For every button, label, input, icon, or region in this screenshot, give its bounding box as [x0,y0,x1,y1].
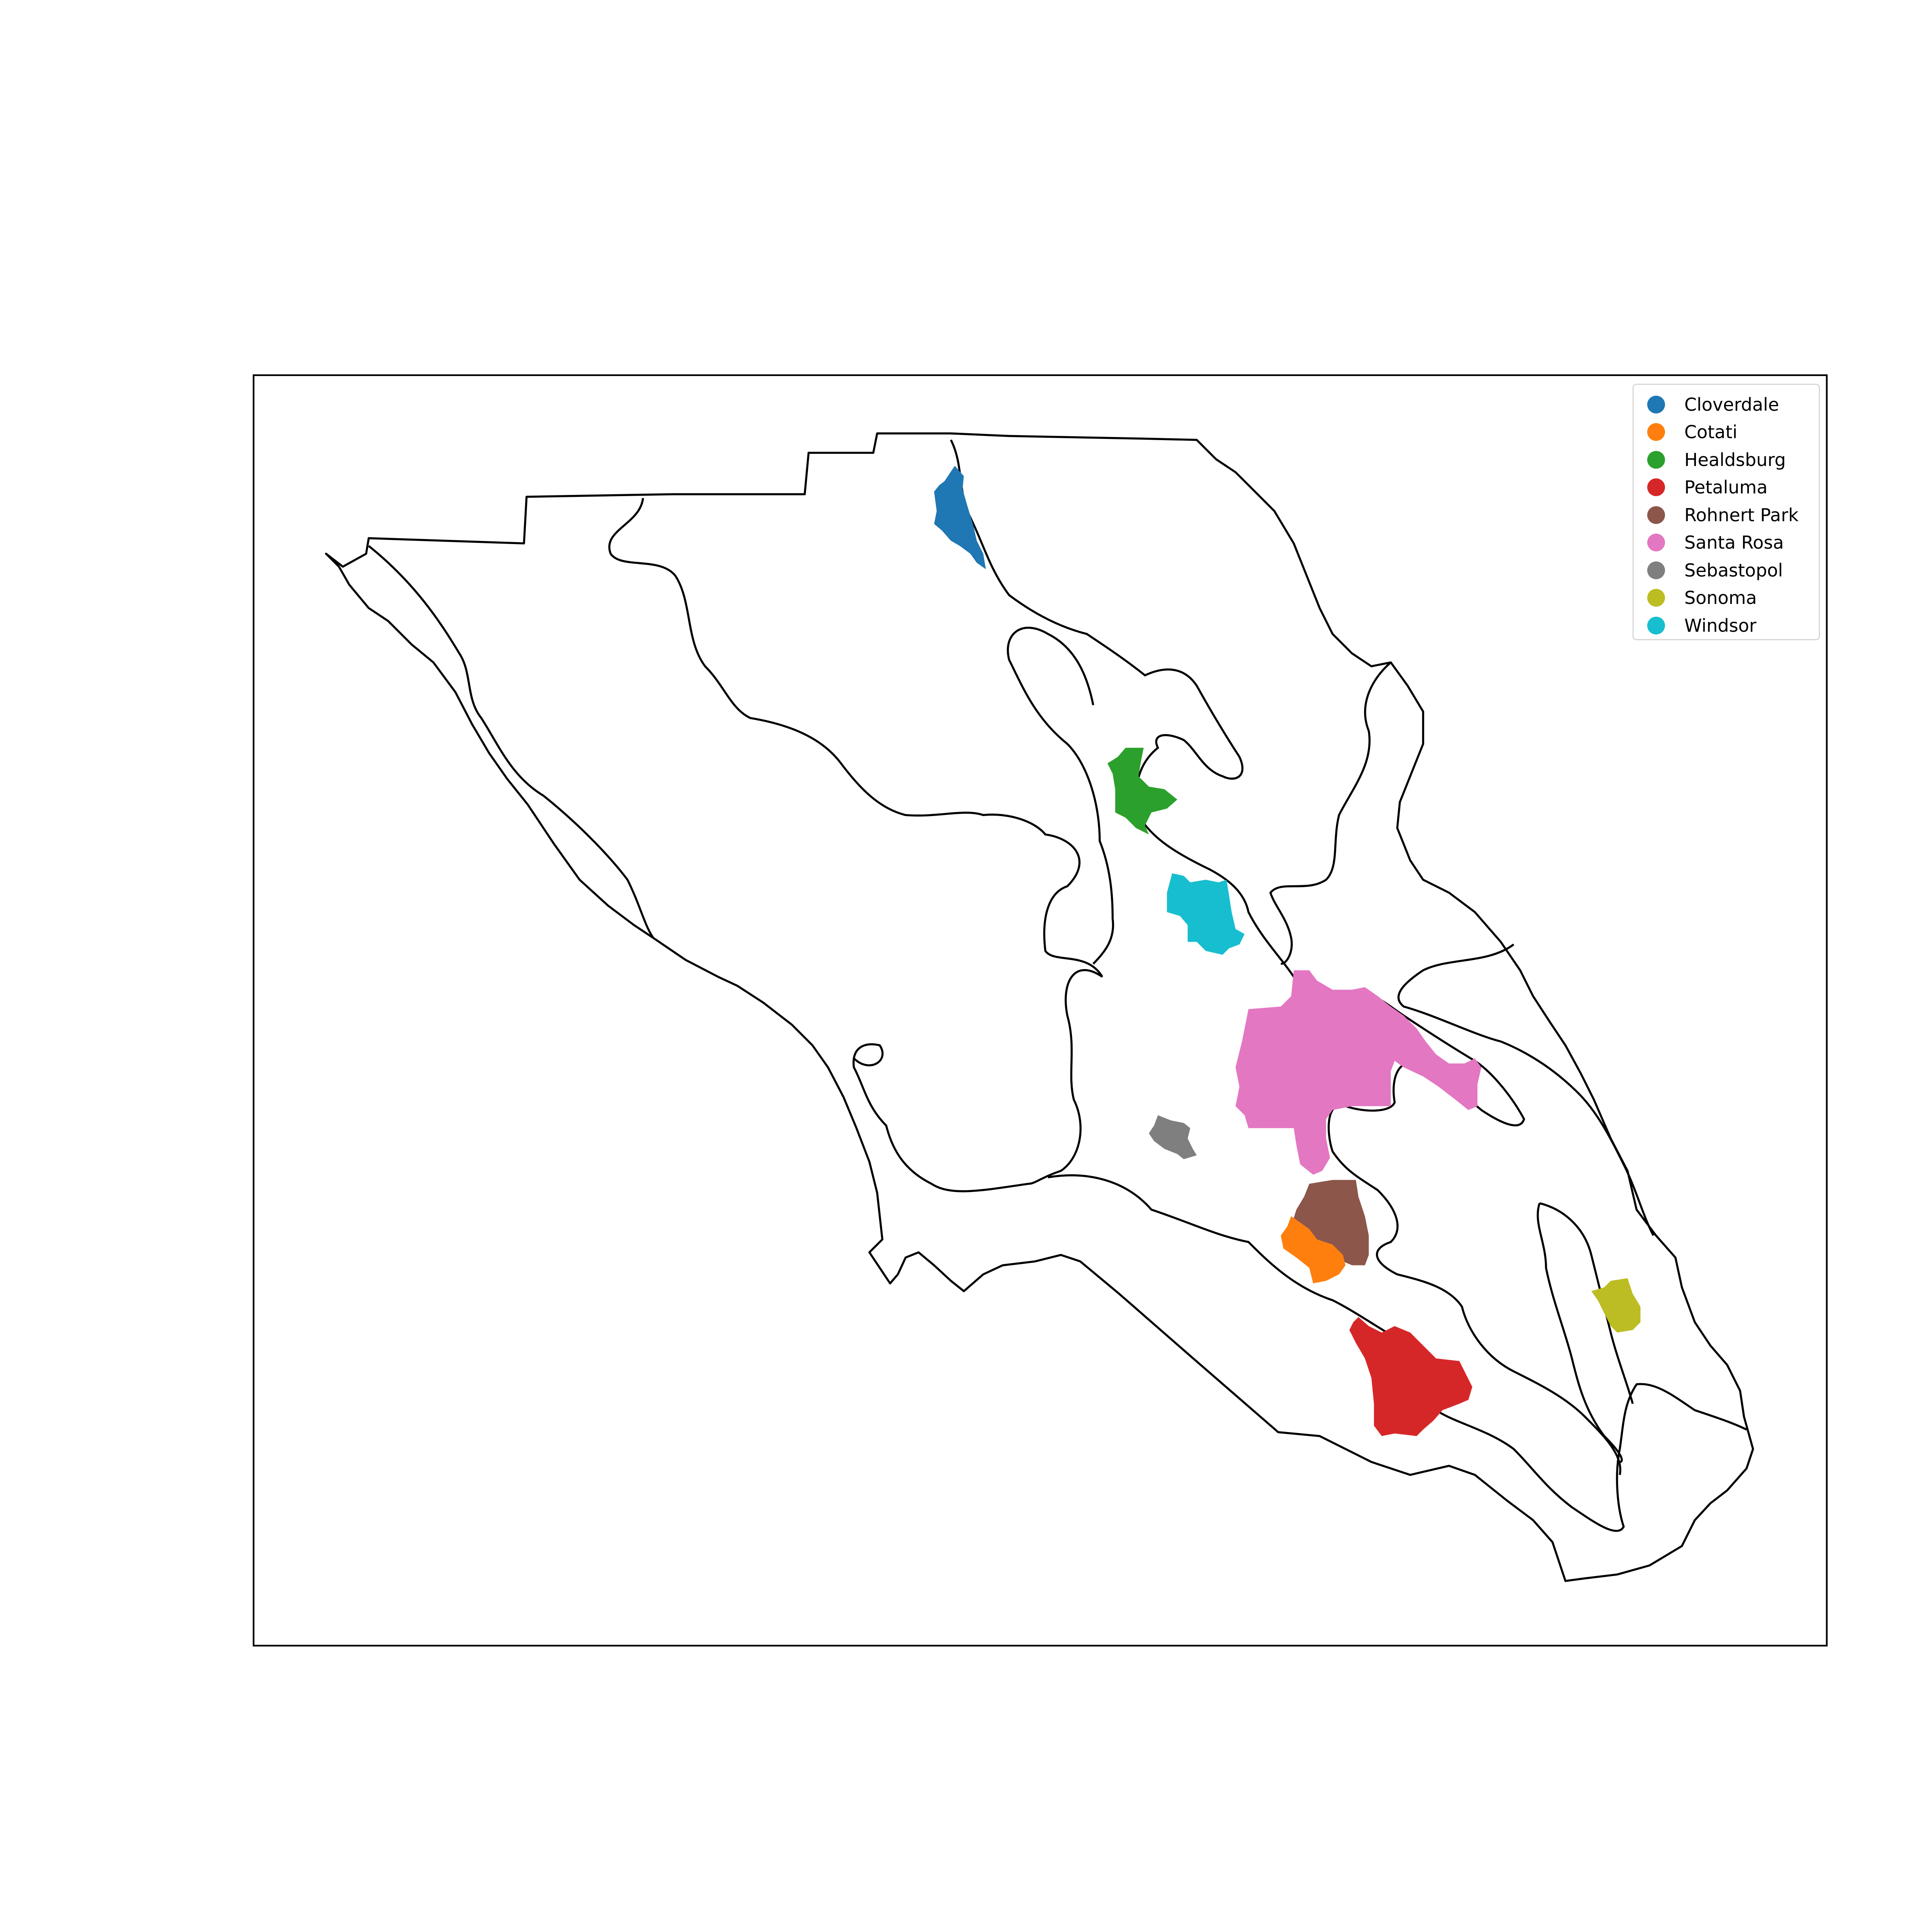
legend-label: Cloverdale [1684,394,1779,415]
city-santa-rosa [1235,970,1481,1175]
legend-label: Healdsburg [1684,449,1786,470]
city-petaluma [1349,1317,1473,1436]
city-windsor [1167,873,1245,955]
legend-entry-healdsburg: Healdsburg [1634,446,1819,474]
inner-boundary-sonoma-valley-west [1537,1202,1623,1463]
legend-marker-healdsburg [1647,451,1665,469]
city-rohnert-park [1291,1180,1369,1265]
inner-boundary-ridge [608,498,1103,1192]
map-legend: Cloverdale Cotati Healdsburg Petaluma Ro… [1633,384,1820,640]
legend-marker-cotati [1647,423,1665,441]
city-cloverdale [934,466,986,570]
inner-boundary-valley [1397,944,1655,1236]
city-cotati [1281,1216,1346,1284]
legend-label: Sebastopol [1684,560,1783,581]
legend-marker-santa-rosa [1647,534,1665,552]
legend-entry-cotati: Cotati [1634,418,1819,446]
legend-label: Santa Rosa [1684,532,1784,553]
city-sebastopol [1149,1115,1197,1159]
inner-boundary-west [368,545,655,939]
legend-marker-rohnert-park [1647,506,1665,524]
legend-marker-cloverdale [1647,395,1665,413]
legend-entry-rohnert-park: Rohnert Park [1634,501,1819,529]
legend-marker-windsor [1647,616,1665,634]
map-frame [253,374,1828,1647]
legend-entry-santa-rosa: Santa Rosa [1634,529,1819,557]
legend-label: Windsor [1684,615,1757,636]
legend-entry-petaluma: Petaluma [1634,474,1819,502]
city-healdsburg [1107,748,1177,835]
legend-marker-sebastopol [1647,561,1665,579]
legend-label: Sonoma [1684,587,1757,609]
legend-marker-sonoma [1647,589,1665,607]
legend-label: Petaluma [1684,477,1768,498]
legend-entry-cloverdale: Cloverdale [1634,391,1819,418]
legend-entry-sonoma: Sonoma [1634,584,1819,612]
legend-entry-sebastopol: Sebastopol [1634,556,1819,584]
legend-label: Cotati [1684,422,1738,443]
legend-marker-petaluma [1647,478,1665,497]
inner-boundary-south [1048,1174,1747,1532]
legend-label: Rohnert Park [1684,504,1799,526]
inner-boundary-east [1269,662,1392,965]
legend-entry-windsor: Windsor [1634,612,1819,639]
city-sonoma [1591,1278,1641,1333]
county-boundary [325,432,1754,1582]
inner-boundary-laguna [1007,626,1114,965]
